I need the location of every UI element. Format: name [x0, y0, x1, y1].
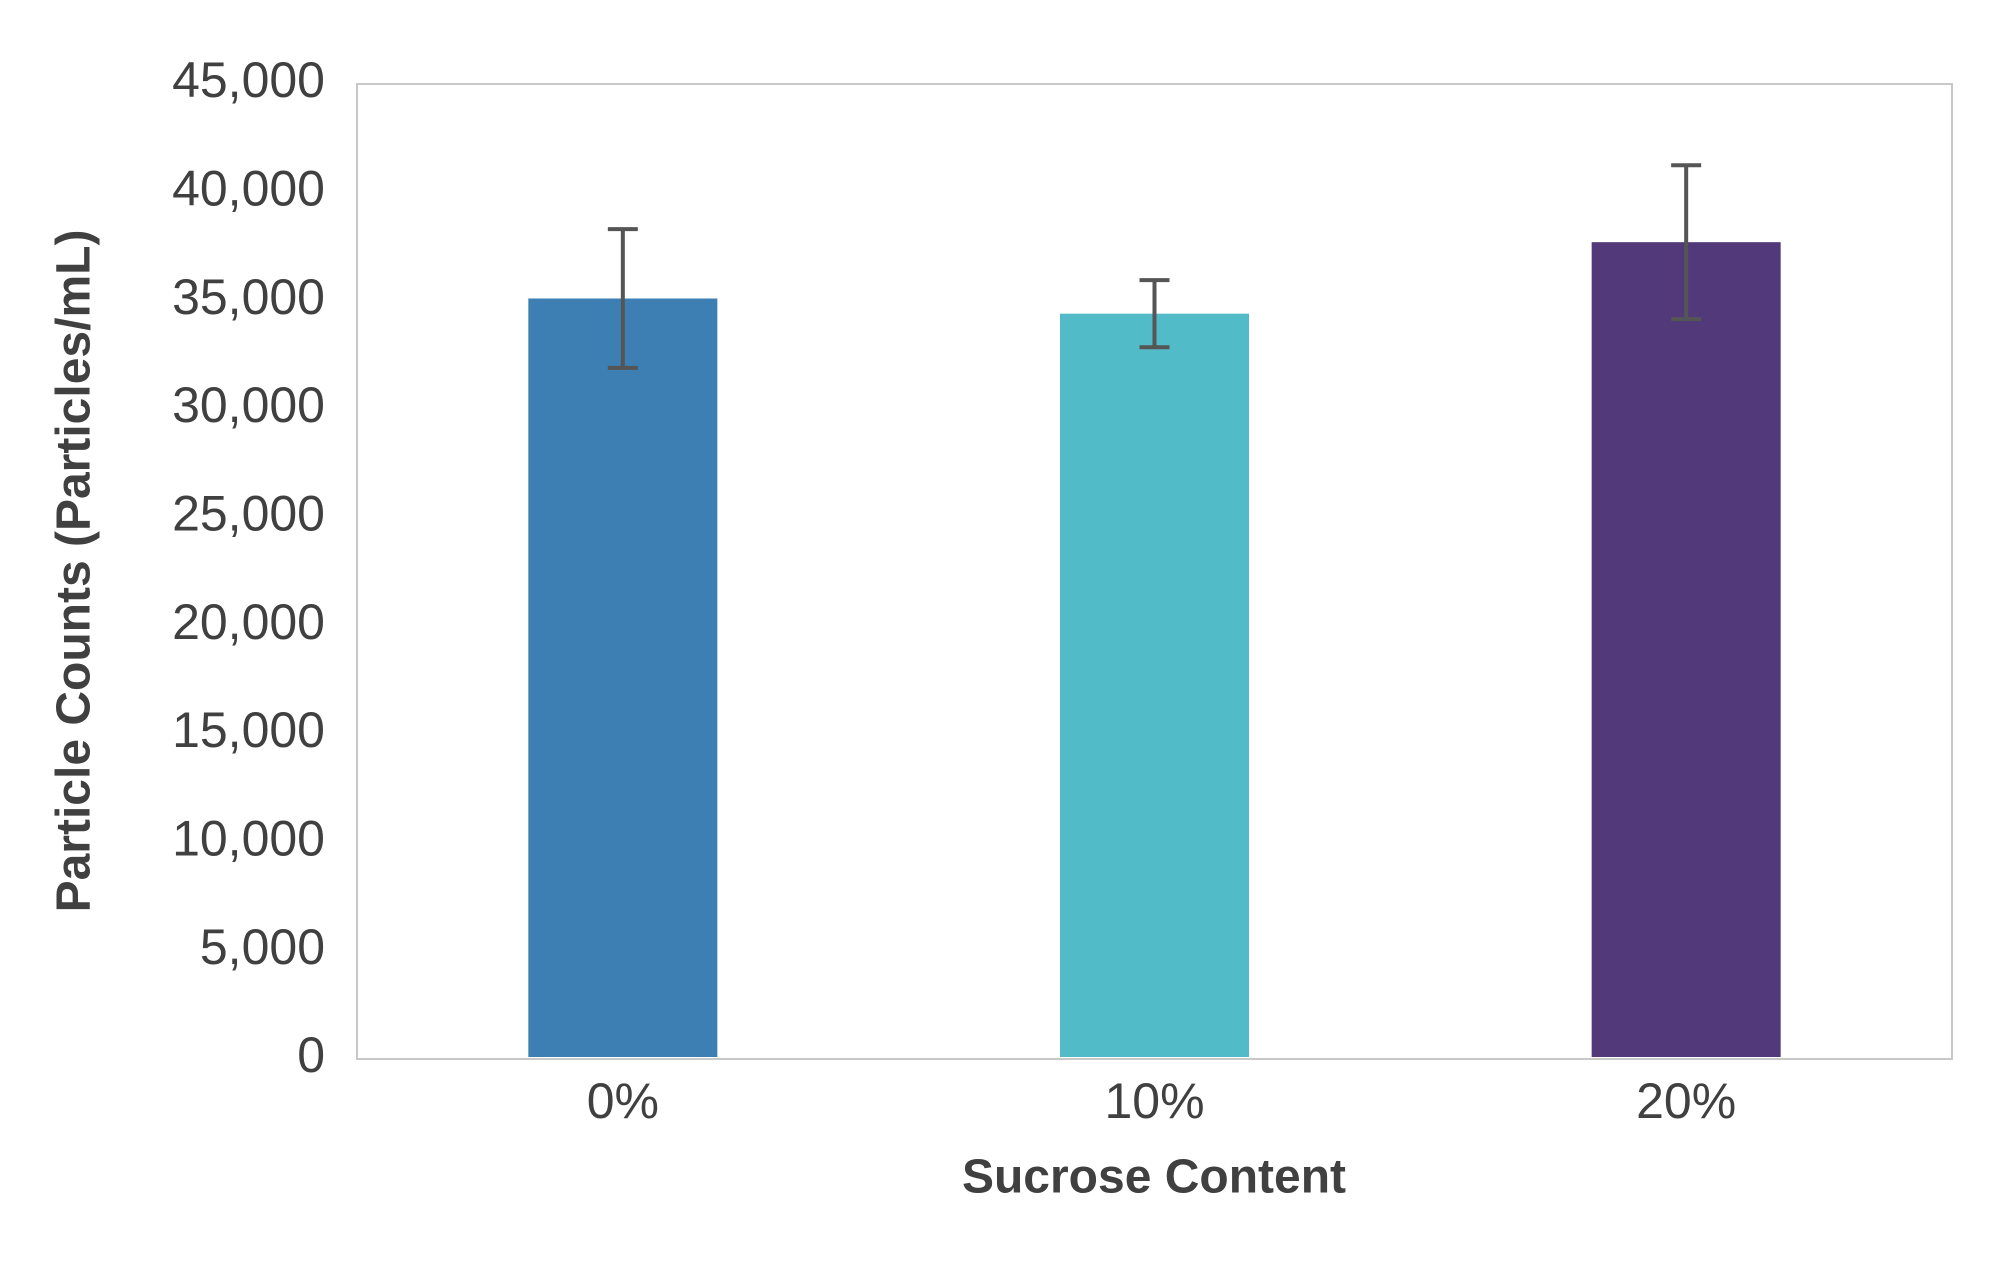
y-tick-label: 0 — [297, 1027, 325, 1083]
y-tick-label: 40,000 — [172, 161, 325, 217]
y-tick-label: 10,000 — [172, 811, 325, 867]
x-tick-label: 0% — [587, 1073, 659, 1129]
y-tick-label: 35,000 — [172, 269, 325, 325]
y-tick-label: 30,000 — [172, 377, 325, 433]
y-axis-title: Particle Counts (Particles/mL) — [48, 230, 101, 913]
bar — [1591, 242, 1781, 1057]
y-tick-label: 25,000 — [172, 486, 325, 542]
x-tick-label: 10% — [1104, 1073, 1204, 1129]
y-tick-label: 5,000 — [200, 919, 325, 975]
bar — [1060, 313, 1249, 1058]
plot-frame — [356, 83, 1953, 1060]
x-axis-title: Sucrose Content — [962, 1151, 1346, 1204]
y-tick-label: 45,000 — [172, 52, 325, 108]
y-tick-label: 20,000 — [172, 594, 325, 650]
bar — [528, 298, 718, 1057]
y-tick-label: 15,000 — [172, 702, 325, 758]
x-tick-label: 20% — [1636, 1073, 1736, 1129]
